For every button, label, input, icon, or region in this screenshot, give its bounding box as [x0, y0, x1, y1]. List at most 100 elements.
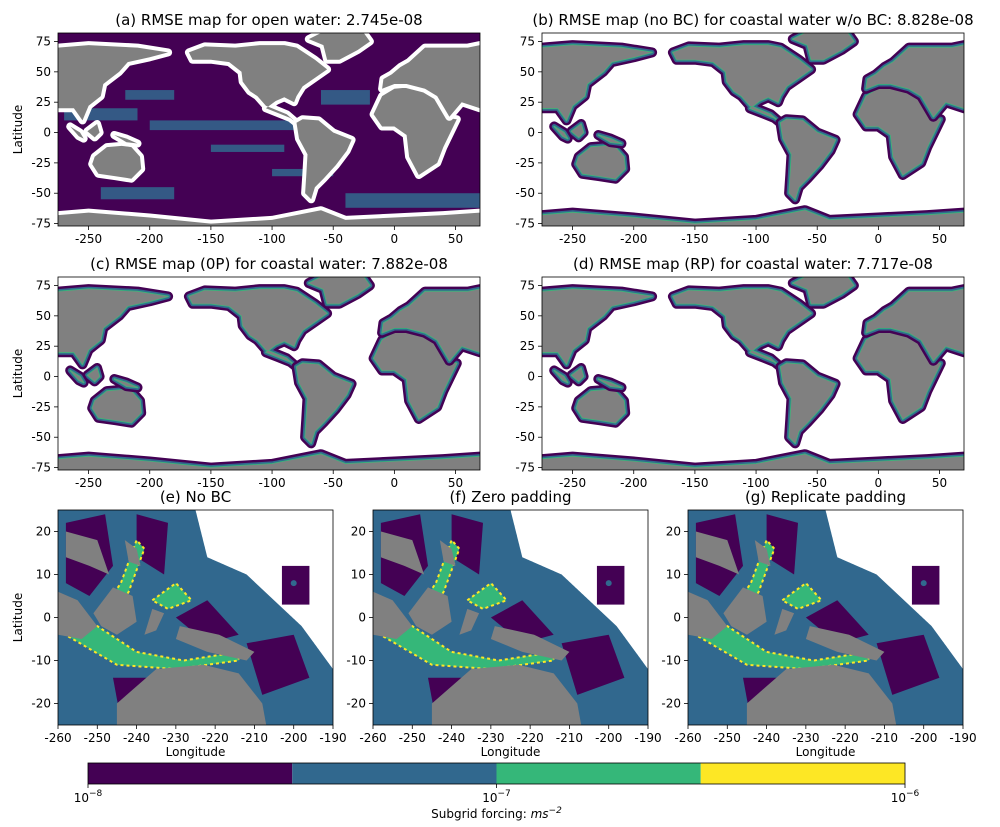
coastal-edge: [791, 33, 855, 61]
land: [92, 145, 142, 179]
peak-error-band: [780, 581, 824, 610]
land: [65, 531, 110, 575]
land: [754, 540, 771, 566]
x-tick-label: -250: [75, 476, 102, 490]
land: [866, 289, 964, 361]
x-tick-label: -210: [556, 731, 583, 745]
x-tick-label: -100: [258, 232, 285, 246]
panel-g: -260 -250 -240 -230 -220 -210 -200 -190 20 10 0 -10…: [661, 488, 976, 759]
x-tick-label: 0: [391, 476, 399, 490]
y-tick-label: -75: [515, 461, 535, 475]
isolated-patch-core: [290, 580, 297, 587]
land: [70, 370, 84, 383]
land: [116, 664, 267, 725]
coastal-edge: [672, 44, 812, 124]
x-axis-label: Longitude: [166, 745, 226, 759]
land: [857, 331, 941, 419]
land: [308, 277, 370, 304]
y-tick-label: -20: [346, 697, 366, 711]
y-tick-label: -20: [661, 697, 681, 711]
x-tick-label: 50: [932, 476, 947, 490]
x-axis-label: Longitude: [481, 745, 541, 759]
land: [542, 45, 653, 121]
panel-f: -260 -250 -240 -230 -220 -210 -200 -190 20 10 0 -10…: [346, 488, 661, 759]
land: [542, 454, 964, 470]
land: [188, 45, 328, 123]
land: [408, 587, 452, 635]
x-tick-label: 0: [875, 476, 883, 490]
coastal-edge: [791, 277, 855, 305]
land: [695, 531, 740, 575]
x-tick-label: -230: [162, 731, 189, 745]
land: [58, 454, 480, 470]
colorbar-bin-1: [88, 763, 293, 784]
high-error-band: [373, 608, 554, 670]
x-tick-label: -260: [359, 731, 386, 745]
x-tick-label: -210: [871, 731, 898, 745]
land: [382, 289, 480, 361]
x-tick-label: -100: [742, 476, 769, 490]
y-tick-label: 20: [36, 525, 51, 539]
x-tick-label: -250: [714, 731, 741, 745]
x-tick-label: -100: [742, 232, 769, 246]
land: [774, 608, 795, 635]
land: [542, 210, 964, 226]
axes-frame: [541, 276, 965, 471]
x-tick-label: -100: [258, 476, 285, 490]
y-tick-label: -25: [515, 156, 535, 170]
colorbar-bin-2: [292, 763, 497, 784]
x-tick-label: -230: [792, 731, 819, 745]
low-error-area: [490, 600, 554, 644]
panels-layer: -250 -200 -150 -100 -50 0 507550250-25-50-75(a…: [11, 11, 977, 759]
x-tick-label: -50: [323, 232, 343, 246]
panel-title: (g) Replicate padding: [745, 488, 906, 506]
y-tick-label: 75: [36, 278, 51, 292]
colorbar-label: Subgrid forcing: ms−2: [431, 806, 562, 821]
x-tick-label: -220: [202, 731, 229, 745]
x-tick-label: -190: [949, 731, 976, 745]
panel-c: -250 -200 -150 -100 -50 0 50 75 50 25 0 -25 -50 -75 (c…: [11, 255, 481, 490]
land: [542, 289, 653, 365]
low-error-area: [805, 600, 869, 644]
y-tick-label: -75: [31, 461, 51, 475]
x-tick-label: -250: [559, 476, 586, 490]
peak-error-band: [58, 607, 240, 671]
colorbar-bin-3: [496, 763, 701, 784]
x-tick-label: 0: [875, 232, 883, 246]
axes-frame: [57, 276, 481, 471]
y-tick-label: 25: [36, 339, 51, 353]
land: [382, 45, 480, 117]
land: [780, 119, 836, 200]
error-patch: [100, 187, 175, 200]
x-tick-label: -200: [280, 731, 307, 745]
land: [723, 587, 767, 635]
coastal-edge: [672, 288, 812, 368]
error-patch: [125, 90, 175, 100]
peak-error-band: [465, 581, 509, 610]
x-tick-label: -150: [681, 476, 708, 490]
low-error-area: [136, 514, 168, 575]
land: [87, 124, 100, 138]
panel-body-c: [58, 277, 480, 470]
x-tick-label: -200: [136, 476, 163, 490]
x-tick-label: -50: [807, 232, 827, 246]
colorbar-tick-base: 10: [482, 791, 497, 805]
x-tick-label: 0: [391, 232, 399, 246]
y-tick-label: -10: [346, 654, 366, 668]
x-tick-label: -200: [620, 232, 647, 246]
y-tick-label: 50: [36, 65, 51, 79]
x-tick-label: -150: [197, 476, 224, 490]
x-tick-label: -200: [620, 476, 647, 490]
land: [805, 626, 885, 661]
axes-frame: [541, 32, 965, 227]
x-tick-label: -50: [807, 476, 827, 490]
x-tick-label: 50: [448, 476, 463, 490]
error-patch: [149, 120, 297, 131]
panel-body-d: [542, 277, 964, 470]
x-tick-label: -190: [634, 731, 661, 745]
x-tick-label: -230: [477, 731, 504, 745]
x-tick-label: -50: [323, 476, 343, 490]
x-tick-label: -240: [438, 731, 465, 745]
